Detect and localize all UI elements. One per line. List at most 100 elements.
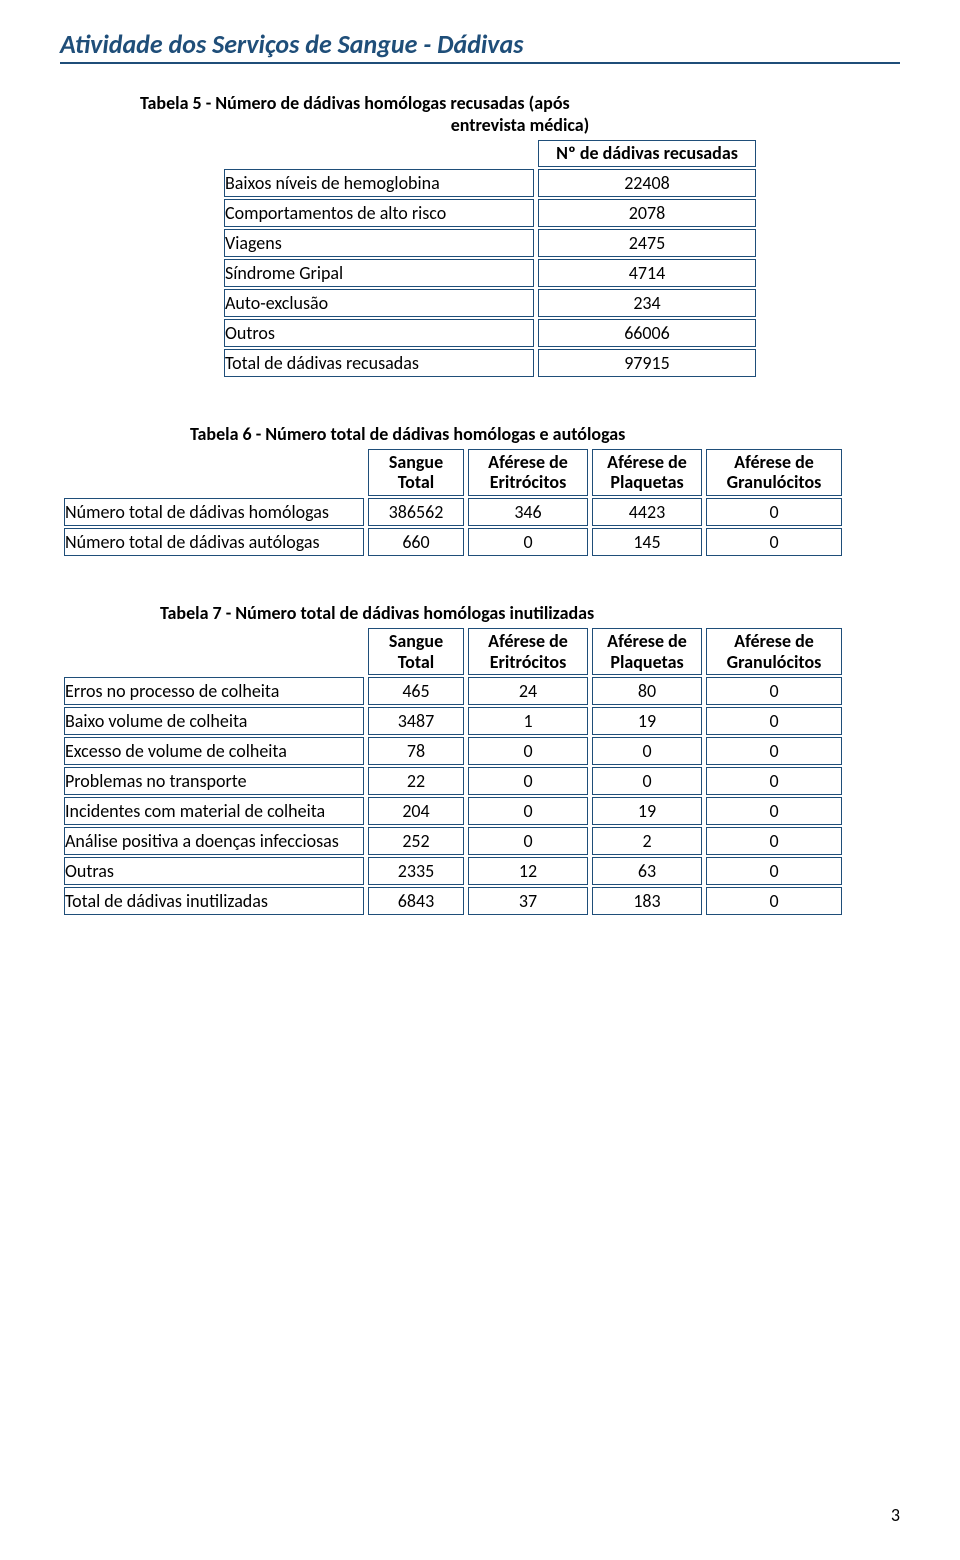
table6-caption: Tabela 6 - Número total de dádivas homól… (190, 423, 900, 445)
row-v3: 19 (592, 707, 702, 735)
row-v1: 78 (368, 737, 464, 765)
table7: SangueTotal Aférese deEritrócitos Aféres… (60, 626, 846, 917)
row-value: 2475 (538, 229, 756, 257)
row-v1: 660 (368, 528, 464, 556)
table6-h4: Aférese deGranulócitos (706, 449, 842, 496)
table5: Nº de dádivas recusadas Baixos níveis de… (220, 138, 760, 379)
table-row: Erros no processo de colheita46524800 (64, 677, 842, 705)
row-v4: 0 (706, 677, 842, 705)
row-v1: 252 (368, 827, 464, 855)
row-v2: 0 (468, 737, 588, 765)
row-v3: 63 (592, 857, 702, 885)
row-v3: 80 (592, 677, 702, 705)
table7-caption: Tabela 7 - Número total de dádivas homól… (160, 602, 900, 624)
table6-h1: SangueTotal (368, 449, 464, 496)
row-value: 97915 (538, 349, 756, 377)
table-row: Viagens2475 (224, 229, 756, 257)
row-value: 22408 (538, 169, 756, 197)
row-v3: 145 (592, 528, 702, 556)
row-v2: 1 (468, 707, 588, 735)
table7-h2: Aférese deEritrócitos (468, 628, 588, 675)
row-v1: 22 (368, 767, 464, 795)
row-v2: 0 (468, 797, 588, 825)
table7-header-row: SangueTotal Aférese deEritrócitos Aféres… (64, 628, 842, 675)
table5-col-header: Nº de dádivas recusadas (538, 140, 756, 167)
table6-h2: Aférese deEritrócitos (468, 449, 588, 496)
table-row: Baixos níveis de hemoglobina22408 (224, 169, 756, 197)
row-label: Número total de dádivas homólogas (64, 498, 364, 526)
row-v2: 24 (468, 677, 588, 705)
row-v2: 0 (468, 827, 588, 855)
row-label: Excesso de volume de colheita (64, 737, 364, 765)
row-label: Outras (64, 857, 364, 885)
table6-header-row: SangueTotal Aférese deEritrócitos Aféres… (64, 449, 842, 496)
row-value: 66006 (538, 319, 756, 347)
row-v4: 0 (706, 528, 842, 556)
table7-h3: Aférese dePlaquetas (592, 628, 702, 675)
row-label: Baixo volume de colheita (64, 707, 364, 735)
table-row: Número total de dádivas homólogas3865623… (64, 498, 842, 526)
row-label: Total de dádivas inutilizadas (64, 887, 364, 915)
table5-block: Tabela 5 - Número de dádivas homólogas r… (140, 92, 900, 379)
row-label: Baixos níveis de hemoglobina (224, 169, 534, 197)
row-v2: 0 (468, 767, 588, 795)
table-row: Outros66006 (224, 319, 756, 347)
document-title: Atividade dos Serviços de Sangue - Dádiv… (60, 28, 900, 60)
table-row: Outras233512630 (64, 857, 842, 885)
table6-empty-header (64, 449, 364, 496)
table7-block: Tabela 7 - Número total de dádivas homól… (60, 602, 900, 917)
table7-empty-header (64, 628, 364, 675)
page-number: 3 (891, 1504, 900, 1526)
table-row: Auto-exclusão234 (224, 289, 756, 317)
row-v3: 0 (592, 737, 702, 765)
row-v4: 0 (706, 797, 842, 825)
row-v4: 0 (706, 857, 842, 885)
table5-caption-line2: entrevista médica) (140, 114, 900, 136)
row-v3: 19 (592, 797, 702, 825)
row-value: 234 (538, 289, 756, 317)
row-v1: 6843 (368, 887, 464, 915)
row-v2: 37 (468, 887, 588, 915)
row-v4: 0 (706, 887, 842, 915)
table7-h4: Aférese deGranulócitos (706, 628, 842, 675)
row-v1: 3487 (368, 707, 464, 735)
table5-empty-header (224, 140, 534, 167)
table-row: Análise positiva a doenças infecciosas25… (64, 827, 842, 855)
row-v4: 0 (706, 707, 842, 735)
row-v1: 2335 (368, 857, 464, 885)
row-label: Análise positiva a doenças infecciosas (64, 827, 364, 855)
row-label: Outros (224, 319, 534, 347)
row-v3: 4423 (592, 498, 702, 526)
row-v4: 0 (706, 827, 842, 855)
row-v1: 386562 (368, 498, 464, 526)
row-label: Viagens (224, 229, 534, 257)
table7-h1: SangueTotal (368, 628, 464, 675)
row-label: Comportamentos de alto risco (224, 199, 534, 227)
row-v3: 2 (592, 827, 702, 855)
table5-header-row: Nº de dádivas recusadas (224, 140, 756, 167)
table-row: Total de dádivas recusadas97915 (224, 349, 756, 377)
table-row: Baixo volume de colheita34871190 (64, 707, 842, 735)
row-v2: 12 (468, 857, 588, 885)
row-v2: 0 (468, 528, 588, 556)
table-row: Número total de dádivas autólogas6600145… (64, 528, 842, 556)
table-row: Total de dádivas inutilizadas6843371830 (64, 887, 842, 915)
table6-h3: Aférese dePlaquetas (592, 449, 702, 496)
title-underline (60, 62, 900, 64)
table-row: Síndrome Gripal4714 (224, 259, 756, 287)
row-v4: 0 (706, 737, 842, 765)
row-label: Síndrome Gripal (224, 259, 534, 287)
table-row: Comportamentos de alto risco2078 (224, 199, 756, 227)
row-v4: 0 (706, 767, 842, 795)
table5-caption: Tabela 5 - Número de dádivas homólogas r… (140, 92, 900, 136)
row-value: 2078 (538, 199, 756, 227)
table-row: Excesso de volume de colheita78000 (64, 737, 842, 765)
table-row: Problemas no transporte22000 (64, 767, 842, 795)
row-v2: 346 (468, 498, 588, 526)
row-v1: 465 (368, 677, 464, 705)
row-label: Número total de dádivas autólogas (64, 528, 364, 556)
row-v3: 0 (592, 767, 702, 795)
row-label: Erros no processo de colheita (64, 677, 364, 705)
row-v3: 183 (592, 887, 702, 915)
row-label: Problemas no transporte (64, 767, 364, 795)
